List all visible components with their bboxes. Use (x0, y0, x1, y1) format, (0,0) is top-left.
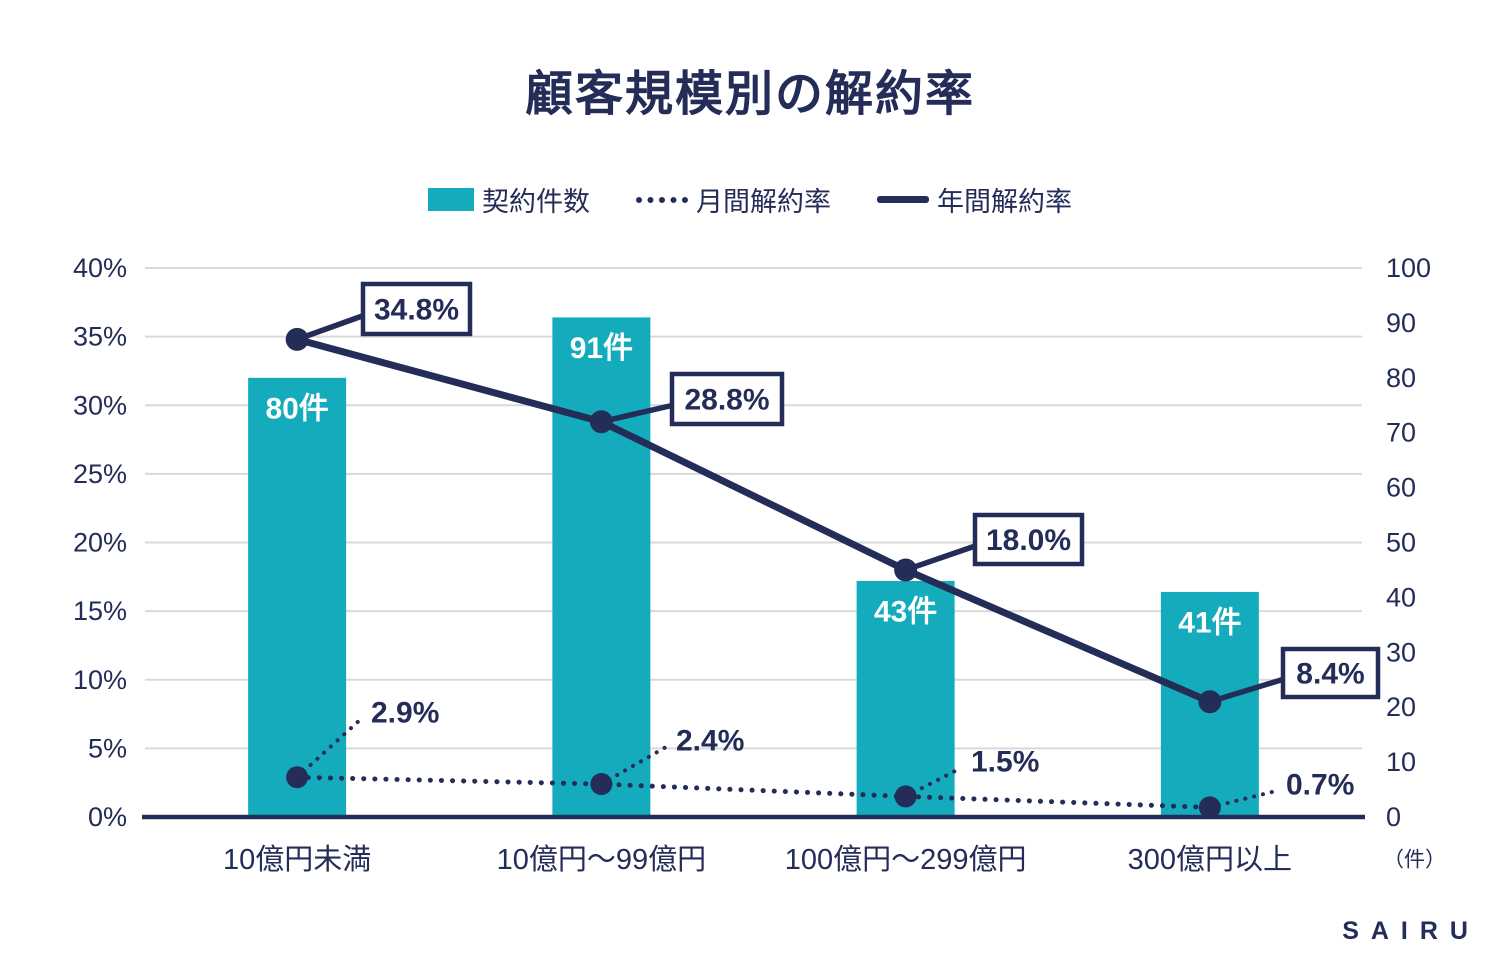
monthly-churn-label: 0.7% (1286, 769, 1354, 802)
right-axis-tick-label: 20 (1386, 692, 1416, 722)
left-axis-tick-label: 0% (88, 802, 127, 832)
legend-label: 年間解約率 (937, 187, 1072, 217)
left-axis-tick-label: 30% (73, 390, 127, 420)
monthly-label-leader (295, 717, 363, 780)
monthly-churn-label: 1.5% (971, 746, 1039, 779)
annual-data-point (589, 410, 613, 434)
annual-data-point (1198, 690, 1222, 714)
category-label: 10億円～99億円 (497, 843, 707, 876)
left-axis-tick-label: 20% (73, 528, 127, 558)
right-axis-tick-label: 90 (1386, 308, 1416, 338)
legend-item: 月間解約率 (636, 180, 831, 219)
annual-data-point (285, 327, 309, 351)
right-axis-tick-label: 50 (1386, 528, 1416, 558)
bar-label: 41件 (1178, 606, 1241, 639)
callout-leader (902, 542, 980, 573)
right-axis-unit-label: （件） (1383, 849, 1446, 872)
right-axis-tick-label: 60 (1386, 473, 1416, 503)
annual-churn-label: 28.8% (684, 384, 769, 417)
left-axis-tick-label: 5% (88, 733, 127, 763)
bar (552, 317, 651, 817)
monthly-data-point (590, 773, 613, 796)
monthly-churn-line (294, 774, 1213, 810)
legend-item: 契約件数 (428, 180, 590, 219)
legend-label: 契約件数 (482, 187, 590, 217)
left-axis-tick-label: 25% (73, 459, 127, 489)
annual-churn-label: 18.0% (986, 524, 1071, 557)
monthly-data-point (1198, 796, 1221, 819)
left-axis-tick-label: 35% (73, 322, 127, 352)
bar (248, 377, 347, 817)
monthly-data-point (894, 785, 917, 808)
right-axis-tick-label: 70 (1386, 418, 1416, 448)
right-axis-tick-label: 0 (1386, 802, 1401, 832)
left-axis-tick-label: 10% (73, 665, 127, 695)
bar-label: 80件 (265, 392, 328, 425)
left-axis-tick-label: 15% (73, 596, 127, 626)
callout-leader (1207, 676, 1288, 705)
dotted-line-legend-symbol (636, 196, 688, 203)
left-axis-tick-label: 40% (73, 253, 127, 283)
annual-churn-label: 34.8% (374, 294, 459, 327)
callout-leader (294, 312, 368, 343)
category-label: 10億円未満 (223, 843, 371, 876)
monthly-churn-label: 2.4% (676, 725, 744, 758)
category-label: 100億円～299億円 (785, 843, 1027, 876)
right-axis-tick-label: 80 (1386, 363, 1416, 393)
annual-churn-callout-box (669, 371, 785, 427)
legend-item: 年間解約率 (877, 180, 1072, 219)
solid-line-legend-symbol (877, 196, 929, 203)
monthly-data-point (286, 766, 309, 789)
annual-churn-line (293, 335, 1214, 706)
monthly-churn-label: 2.9% (371, 697, 439, 730)
right-axis-tick-label: 40 (1386, 582, 1416, 612)
sairu-logo: SAIRU (1342, 917, 1480, 945)
right-axis-tick-label: 100 (1386, 253, 1431, 283)
category-label: 300億円以上 (1128, 843, 1292, 876)
chart-legend: 契約件数 月間解約率 年間解約率 (0, 180, 1500, 219)
annual-churn-callout-box (972, 512, 1085, 567)
chart-title: 顧客規模別の解約率 (524, 68, 975, 121)
annual-churn-callout-box (360, 281, 473, 337)
legend-label: 月間解約率 (696, 187, 831, 217)
right-axis-tick-label: 30 (1386, 637, 1416, 667)
annual-churn-label: 8.4% (1296, 658, 1364, 691)
bar-label: 43件 (874, 595, 937, 628)
bar-label: 91件 (570, 332, 633, 365)
monthly-label-leader (599, 745, 668, 787)
bar-legend-symbol (428, 188, 474, 211)
bar (856, 580, 955, 817)
annual-churn-callout-box (1280, 646, 1381, 700)
callout-leader (598, 402, 677, 425)
right-axis-tick-label: 10 (1386, 747, 1416, 777)
annual-data-point (894, 558, 918, 582)
